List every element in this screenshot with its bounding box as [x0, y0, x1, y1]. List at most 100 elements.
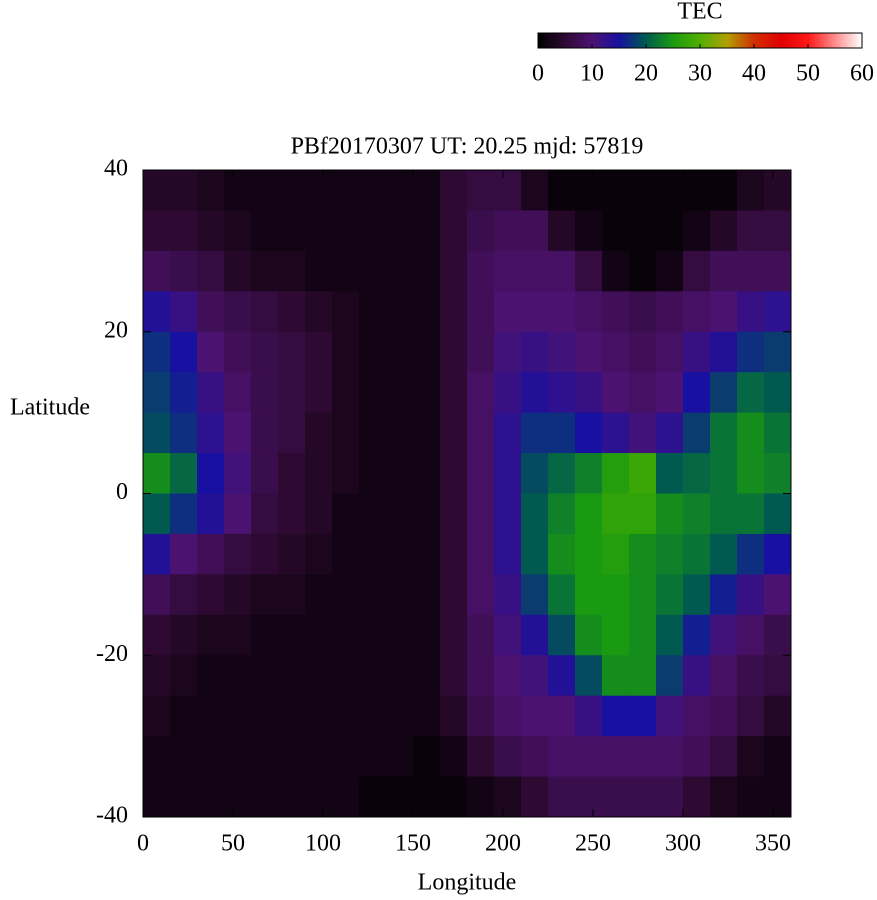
heatmap-cell — [386, 291, 414, 333]
heatmap-cell — [683, 291, 711, 333]
heatmap-cell — [224, 170, 252, 211]
heatmap-cell — [251, 170, 279, 211]
heatmap-cell — [332, 412, 360, 454]
colorbar-tick-label: 30 — [688, 61, 712, 87]
chart-title: PBf20170307 UT: 20.25 mjd: 57819 — [291, 134, 644, 160]
heatmap-cell — [494, 331, 522, 373]
heatmap-cell — [224, 372, 252, 414]
heatmap-cell — [359, 412, 387, 454]
heatmap-cell — [494, 574, 522, 616]
heatmap-cell — [494, 412, 522, 454]
heatmap-cell — [575, 776, 603, 818]
heatmap-cell — [575, 372, 603, 414]
heatmap-cell — [386, 250, 414, 292]
heatmap-cell — [521, 736, 549, 778]
heatmap-cell — [143, 574, 171, 616]
heatmap-cell — [251, 776, 279, 818]
heatmap-cell — [683, 695, 711, 737]
heatmap-cell — [521, 331, 549, 373]
heatmap-cell — [224, 533, 252, 575]
heatmap-cell — [737, 655, 765, 697]
heatmap-cell — [467, 412, 495, 454]
heatmap-cell — [440, 412, 468, 454]
heatmap-cell — [521, 412, 549, 454]
heatmap-cell — [602, 574, 630, 616]
heatmap-cell — [170, 412, 198, 454]
heatmap-cell — [521, 533, 549, 575]
heatmap-cell — [386, 776, 414, 818]
heatmap-cell — [278, 250, 306, 292]
heatmap-cell — [467, 574, 495, 616]
heatmap-cell — [278, 614, 306, 656]
colorbar-tick-label: 60 — [850, 61, 874, 87]
heatmap-cell — [251, 574, 279, 616]
heatmap-cell — [737, 170, 765, 211]
heatmap-cell — [170, 210, 198, 252]
heatmap-cell — [710, 453, 738, 494]
heatmap-cell — [656, 736, 684, 778]
heatmap-cell — [602, 614, 630, 656]
heatmap-cell — [683, 210, 711, 252]
heatmap-cell — [278, 736, 306, 778]
heatmap-cell — [413, 574, 441, 616]
heatmap-cell — [278, 574, 306, 616]
heatmap-cell — [494, 453, 522, 494]
heatmap-cell — [467, 736, 495, 778]
heatmap-cell — [224, 291, 252, 333]
heatmap-cell — [224, 614, 252, 656]
heatmap-cell — [305, 170, 333, 211]
heatmap-cell — [548, 574, 576, 616]
heatmap-cell — [413, 776, 441, 818]
heatmap-cell — [548, 655, 576, 697]
heatmap-cell — [440, 574, 468, 616]
heatmap-cell — [386, 412, 414, 454]
heatmap-cell — [521, 210, 549, 252]
heatmap-cell — [359, 372, 387, 414]
heatmap-cell — [521, 170, 549, 211]
heatmap-cell — [440, 736, 468, 778]
heatmap-cell — [656, 493, 684, 535]
heatmap-cell — [197, 331, 225, 373]
heatmap-cell — [143, 533, 171, 575]
heatmap-cell — [629, 736, 657, 778]
heatmap-cell — [737, 331, 765, 373]
heatmap-cell — [710, 331, 738, 373]
heatmap-cell — [359, 533, 387, 575]
x-tick-label: 350 — [755, 831, 791, 857]
heatmap-cell — [575, 533, 603, 575]
heatmap-cell — [143, 453, 171, 494]
heatmap-cell — [629, 453, 657, 494]
heatmap-cell — [386, 453, 414, 494]
heatmap-cell — [197, 453, 225, 494]
heatmap-cell — [575, 655, 603, 697]
heatmap-cell — [332, 655, 360, 697]
heatmap-cell — [305, 614, 333, 656]
heatmap-cell — [575, 412, 603, 454]
heatmap-cell — [251, 614, 279, 656]
heatmap-cell — [602, 372, 630, 414]
heatmap-cell — [494, 493, 522, 535]
heatmap-cell — [737, 695, 765, 737]
heatmap-cell — [548, 331, 576, 373]
heatmap-cell — [548, 695, 576, 737]
heatmap-cell — [170, 493, 198, 535]
heatmap-cell — [332, 170, 360, 211]
heatmap-cell — [494, 291, 522, 333]
heatmap-cell — [170, 776, 198, 818]
heatmap-cell — [224, 574, 252, 616]
colorbar-tick-label: 50 — [796, 61, 820, 87]
heatmap-cell — [305, 736, 333, 778]
heatmap-cell — [629, 695, 657, 737]
heatmap-cell — [413, 170, 441, 211]
heatmap-cell — [602, 170, 630, 211]
heatmap-cell — [251, 331, 279, 373]
heatmap-cell — [710, 776, 738, 818]
heatmap-cell — [683, 776, 711, 818]
heatmap-cell — [143, 170, 171, 211]
heatmap-cell — [251, 695, 279, 737]
heatmap-cell — [764, 574, 792, 616]
heatmap-cell — [170, 372, 198, 414]
x-tick-label: 100 — [305, 831, 341, 857]
heatmap-cell — [197, 372, 225, 414]
